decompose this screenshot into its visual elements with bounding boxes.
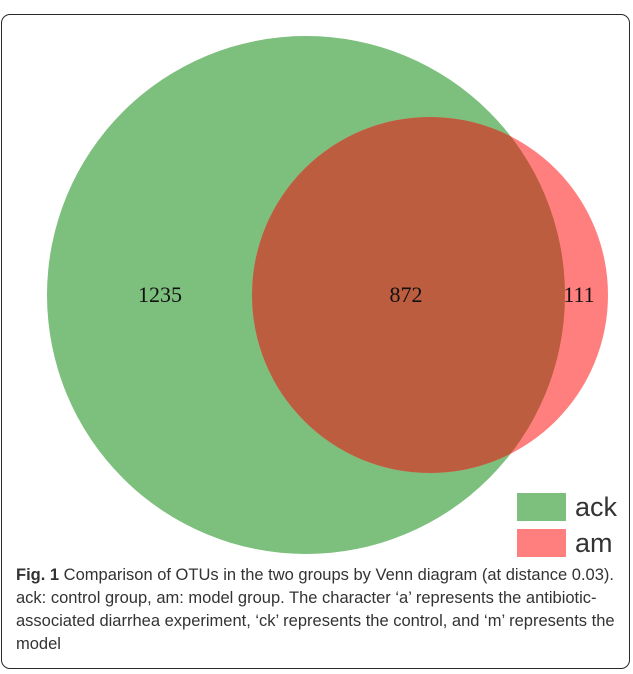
- region-count-am-only: 111: [563, 282, 594, 307]
- legend-item-ack: ack: [517, 493, 617, 521]
- caption-text: Comparison of OTUs in the two groups by …: [16, 566, 615, 653]
- legend: ack am: [517, 493, 617, 565]
- figure-label: Fig. 1: [16, 566, 60, 584]
- legend-label-ack: ack: [575, 492, 618, 522]
- region-count-ack-only: 1235: [138, 282, 182, 307]
- legend-swatch-ack: [517, 493, 566, 521]
- legend-item-am: am: [517, 529, 617, 557]
- overlap-region: [252, 117, 565, 473]
- region-count-intersection: 872: [390, 282, 423, 307]
- legend-swatch-am: [517, 529, 566, 557]
- figure-caption: Fig. 1 Comparison of OTUs in the two gro…: [16, 564, 621, 656]
- legend-label-am: am: [575, 528, 613, 558]
